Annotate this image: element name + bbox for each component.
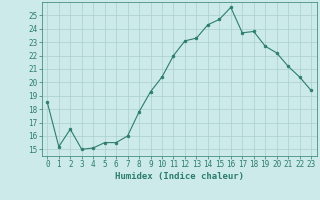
X-axis label: Humidex (Indice chaleur): Humidex (Indice chaleur) bbox=[115, 172, 244, 181]
